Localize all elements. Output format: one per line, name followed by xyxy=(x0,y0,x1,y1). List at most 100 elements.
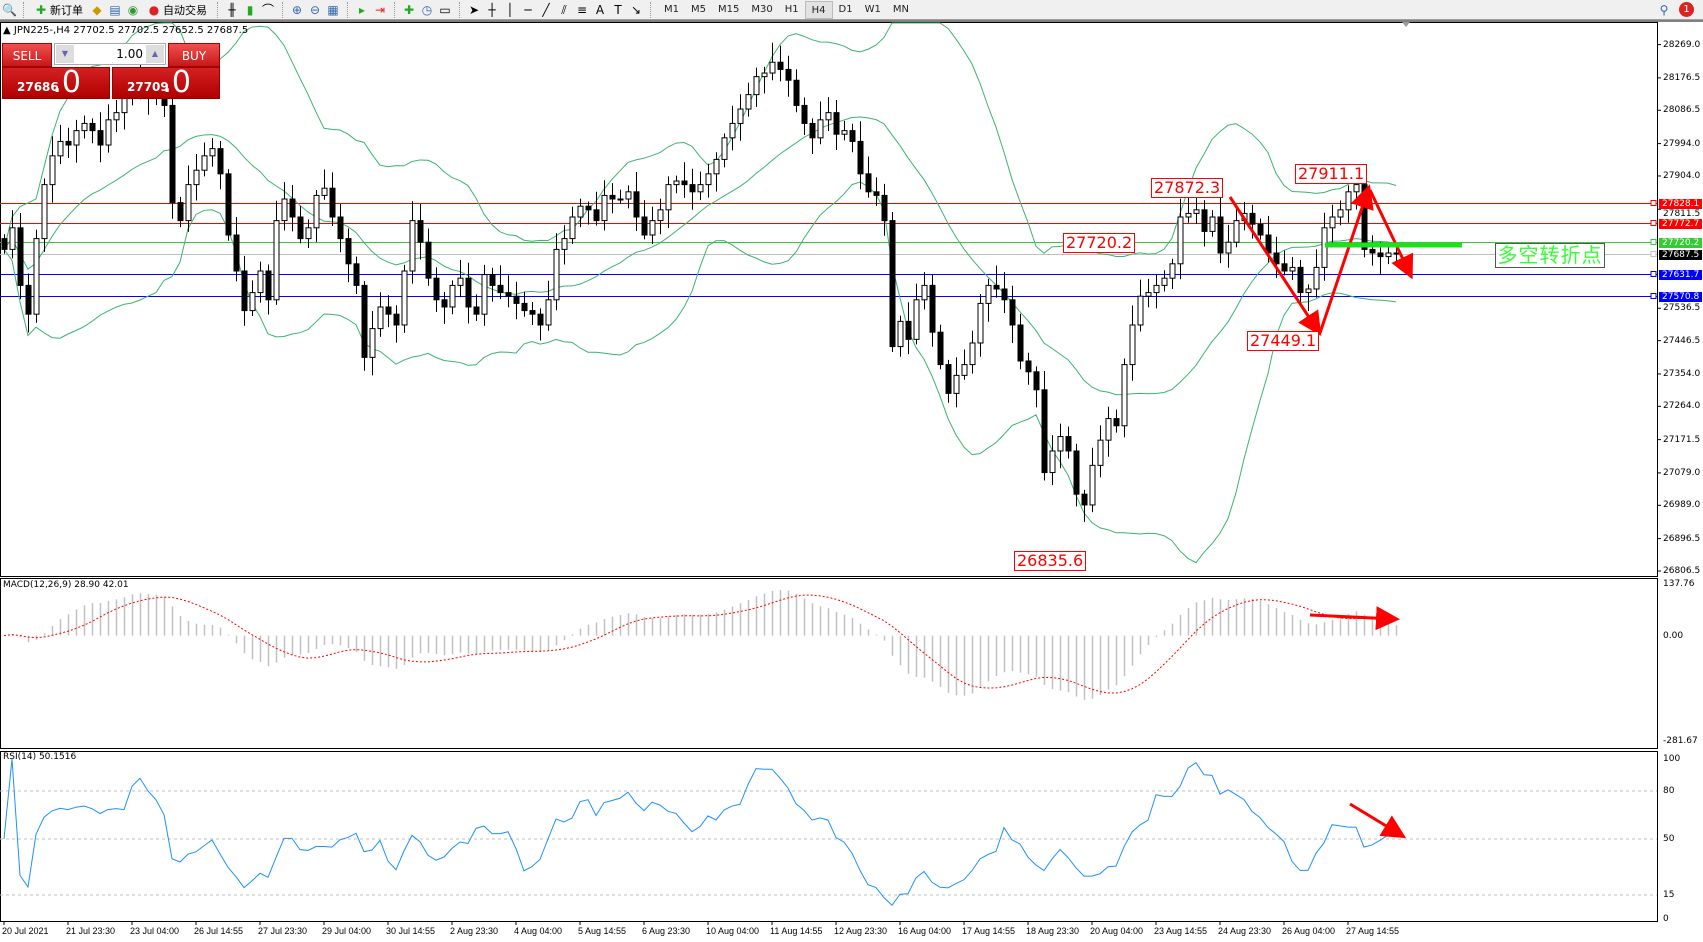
trendline-icon[interactable]: ╱ xyxy=(542,2,550,17)
timeframe-d1[interactable]: D1 xyxy=(838,3,853,15)
price-annotation[interactable]: 27911.1 xyxy=(1295,164,1368,184)
tile-windows-icon[interactable]: ▦ xyxy=(327,2,339,17)
ask-price-button[interactable]: 27709.0 xyxy=(112,65,220,100)
text-icon[interactable]: A xyxy=(595,2,605,17)
timeframe-m15[interactable]: M15 xyxy=(718,3,740,15)
candle-body-bull xyxy=(969,342,976,366)
periods-icon[interactable]: ◷ xyxy=(421,2,433,17)
macd-arrow xyxy=(1309,606,1400,631)
price-annotation[interactable]: 27720.2 xyxy=(1063,233,1136,253)
candle xyxy=(521,291,528,317)
candle-body-bull xyxy=(737,108,744,124)
zoom-out-icon[interactable]: ⊖ xyxy=(309,2,321,17)
timeframe-h1[interactable]: H1 xyxy=(784,3,799,15)
candle xyxy=(321,169,328,200)
candle-body-bull xyxy=(1049,450,1056,474)
price-annotation[interactable]: 26835.6 xyxy=(1014,551,1087,571)
equidistant-channel-icon[interactable]: ⫽ xyxy=(561,2,567,17)
candle xyxy=(105,104,112,153)
candle-body-bull xyxy=(713,158,720,175)
candle-body-bull xyxy=(673,180,680,186)
time-axis-label: 2 Aug 23:30 xyxy=(450,926,499,936)
price-axis-label: 27904.0 xyxy=(1663,170,1701,181)
autoscroll-icon[interactable]: ▸ xyxy=(358,2,366,17)
price-annotation[interactable]: 27872.3 xyxy=(1151,178,1224,198)
candle-body-bull xyxy=(369,328,376,358)
candle-body-bull xyxy=(1353,184,1360,193)
pivot-point-label[interactable]: 多空转折点 xyxy=(1495,243,1605,268)
auto-trading-button[interactable]: ● 自动交易 xyxy=(144,1,210,19)
zoom-icon[interactable]: 🔍 xyxy=(2,2,17,17)
candle-body-bull xyxy=(209,148,216,157)
signal-icon[interactable]: ◉ xyxy=(127,2,139,17)
candle xyxy=(169,96,176,219)
level-handle xyxy=(1650,239,1657,245)
navigator-icon[interactable]: ▤ xyxy=(109,2,121,17)
candle xyxy=(241,255,248,326)
cursor-icon[interactable]: ➤ xyxy=(468,2,480,17)
price-level-label: 27720.2 xyxy=(1659,237,1702,248)
text-label-icon[interactable]: T xyxy=(614,2,622,17)
lot-decrease-icon[interactable]: ▼ xyxy=(56,45,74,63)
vertical-line-icon[interactable]: │ xyxy=(506,2,514,17)
candle xyxy=(489,267,496,302)
collapse-icon[interactable]: ▲ xyxy=(3,25,14,36)
timeframe-m30[interactable]: M30 xyxy=(751,3,773,15)
candle xyxy=(1161,270,1168,292)
toolbar-separator xyxy=(347,1,348,18)
search-icon[interactable]: ⚲ xyxy=(1659,2,1669,17)
lot-size-input[interactable]: ▼ 1.00 ▲ xyxy=(54,43,166,65)
candle xyxy=(417,204,424,260)
price-annotation[interactable]: 27449.1 xyxy=(1247,331,1320,351)
buy-button[interactable]: BUY xyxy=(168,43,220,67)
candle-body-bear xyxy=(489,274,496,286)
timeframe-w1[interactable]: W1 xyxy=(864,3,881,15)
candle xyxy=(473,294,480,322)
sell-button[interactable]: SELL xyxy=(2,43,52,67)
notifications-button[interactable]: 1 xyxy=(1675,1,1695,18)
candle xyxy=(1233,206,1240,248)
candle xyxy=(1329,204,1336,246)
fibonacci-icon[interactable]: ≡ xyxy=(576,2,588,17)
candle-body-bull xyxy=(1313,266,1320,290)
rsi-label: RSI(14) 50.1516 xyxy=(3,752,77,762)
candle-body-bull xyxy=(761,72,768,78)
candle xyxy=(969,330,976,374)
timeframe-m1[interactable]: M1 xyxy=(664,3,679,15)
market-watch-icon[interactable]: ◆ xyxy=(92,2,102,17)
candle xyxy=(1289,256,1296,280)
horizontal-line-icon[interactable]: ─ xyxy=(524,2,532,17)
zoom-in-icon[interactable]: ⊕ xyxy=(291,2,303,17)
price-axis-label: 27994.0 xyxy=(1663,138,1701,149)
rsi-axis-label: 100 xyxy=(1663,754,1681,764)
price-axis-label: 27811.5 xyxy=(1663,208,1701,219)
time-axis-label: 27 Aug 14:55 xyxy=(1346,926,1400,936)
candle xyxy=(513,281,520,320)
time-axis-label: 10 Aug 04:00 xyxy=(706,926,760,936)
crosshair-icon[interactable]: ┼ xyxy=(488,2,496,17)
candle xyxy=(633,172,640,232)
candle-body-bear xyxy=(329,187,336,218)
arrows-icon[interactable]: ↘ xyxy=(630,2,642,17)
timeframe-h4[interactable]: H4 xyxy=(804,0,833,19)
down-arrow xyxy=(1368,189,1414,280)
new-order-button[interactable]: ✚ 新订单 xyxy=(31,1,86,19)
timeframe-mn[interactable]: MN xyxy=(892,3,909,15)
timeframe-m5[interactable]: M5 xyxy=(691,3,706,15)
candlestick-icon[interactable]: ▮ xyxy=(246,2,254,17)
time-axis-label: 30 Jul 14:55 xyxy=(386,926,436,936)
templates-icon[interactable]: ▭ xyxy=(439,2,451,17)
indicators-icon[interactable]: ✚ xyxy=(403,2,415,17)
candle xyxy=(433,267,440,313)
lot-increase-icon[interactable]: ▲ xyxy=(146,45,164,63)
bid-price-button[interactable]: 27686.0 xyxy=(2,65,110,100)
line-chart-icon[interactable]: ⌒ xyxy=(261,2,274,17)
chart-shift-icon[interactable]: ⇥ xyxy=(374,2,386,17)
bar-chart-icon[interactable]: ╫ xyxy=(228,2,236,17)
candle-body-bear xyxy=(1113,418,1120,427)
candle-body-bull xyxy=(817,119,824,139)
candle-body-bull xyxy=(273,220,280,301)
candle xyxy=(657,198,664,235)
candle xyxy=(1345,185,1352,223)
